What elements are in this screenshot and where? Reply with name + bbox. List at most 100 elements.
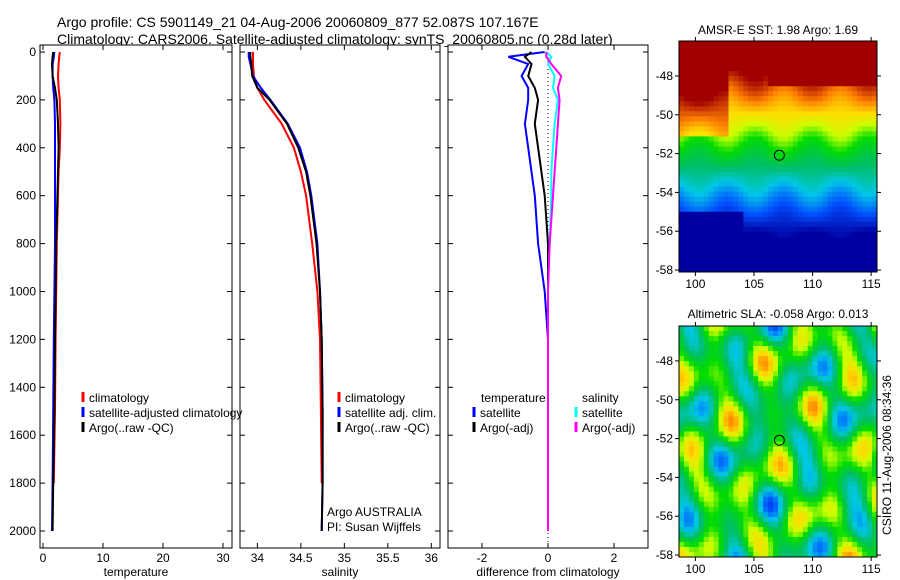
map-cell [753, 436, 759, 442]
map-cell [733, 201, 739, 208]
map-cell [698, 426, 705, 432]
map-cell [679, 131, 685, 137]
map-cell [773, 206, 779, 213]
map-cell [743, 196, 749, 203]
map-cell [832, 256, 838, 263]
map-cell [797, 466, 804, 473]
map-cell [708, 186, 715, 193]
map-cell [718, 256, 725, 263]
map-cell [847, 526, 853, 533]
map-cell [812, 376, 819, 382]
map-cell [683, 66, 690, 72]
map-cell [718, 431, 725, 437]
map-cell [679, 526, 685, 533]
map-cell [852, 226, 858, 233]
map-cell [827, 166, 833, 173]
map-cell [802, 186, 809, 193]
map-cell [802, 371, 809, 377]
map-cell [728, 156, 734, 163]
map-cell [703, 261, 710, 268]
map-cell [768, 356, 774, 362]
map-cell [797, 351, 804, 357]
map-cell [723, 226, 729, 233]
map-cell [703, 346, 710, 352]
map-cell [773, 61, 779, 67]
map-cell [802, 496, 809, 503]
map-cell [698, 121, 705, 127]
map-cell [862, 446, 868, 453]
map-cell [753, 491, 759, 498]
map-cell [718, 466, 725, 473]
map-cell [693, 466, 700, 473]
map-cell [862, 341, 868, 347]
map-cell [797, 151, 804, 157]
map-cell [763, 356, 769, 362]
series-line-argo-raw-qc- [50, 51, 60, 532]
map-cell [738, 411, 744, 417]
map-cell [827, 416, 833, 422]
map-cell [728, 71, 734, 77]
map-frame [678, 40, 878, 273]
map-cell [768, 256, 774, 263]
map-cell [733, 261, 739, 268]
map-cell [862, 551, 868, 558]
map-cell [817, 546, 824, 553]
map-cell [703, 451, 710, 458]
map-cell [817, 101, 824, 107]
map-cell [867, 401, 873, 407]
map-cell [842, 481, 848, 488]
map-cell [708, 441, 715, 448]
map-cell [758, 406, 764, 412]
map-cell [872, 431, 878, 437]
map-cell [867, 381, 873, 387]
map-cell [812, 426, 819, 432]
map-cell [753, 176, 759, 183]
map-cell [852, 341, 858, 347]
map-cell [832, 106, 838, 112]
map-cell [842, 461, 848, 468]
map-cell [728, 241, 734, 248]
map-cell [733, 346, 739, 352]
map-cell [822, 446, 828, 453]
map-cell [807, 191, 814, 198]
map-cell [837, 521, 843, 528]
map-cell [852, 206, 858, 213]
map-cell [773, 386, 779, 392]
map-cell [743, 81, 749, 87]
map-cell [847, 66, 853, 72]
map-cell [807, 331, 814, 337]
map-cell [693, 126, 700, 132]
map-cell [753, 96, 759, 102]
map-cell [693, 401, 700, 407]
map-cell [812, 121, 819, 127]
map-cell [807, 211, 814, 218]
map-cell [857, 211, 863, 218]
map-cell [797, 411, 804, 417]
map-cell [713, 346, 720, 352]
map-cell [768, 216, 774, 223]
map-cell [787, 171, 794, 178]
map-cell [847, 491, 853, 498]
map-cell [733, 531, 739, 538]
map-cell [679, 106, 685, 112]
map-cell [847, 441, 853, 448]
map-cell [812, 416, 819, 422]
map-cell [787, 526, 794, 533]
map-cell [827, 551, 833, 558]
map-cell [852, 541, 858, 548]
map-cell [807, 441, 814, 448]
map-cell [738, 356, 744, 362]
map-cell [847, 401, 853, 407]
map-cell [832, 476, 838, 483]
map-cell [872, 486, 878, 493]
map-cell [792, 441, 799, 448]
map-cell [743, 351, 749, 357]
map-cell [782, 196, 789, 203]
map-cell [768, 176, 774, 183]
map-cell [802, 486, 809, 493]
map-cell [822, 146, 828, 152]
map-cell [728, 201, 734, 208]
map-cell [738, 326, 744, 332]
map-cell [802, 461, 809, 468]
map-cell [802, 391, 809, 397]
